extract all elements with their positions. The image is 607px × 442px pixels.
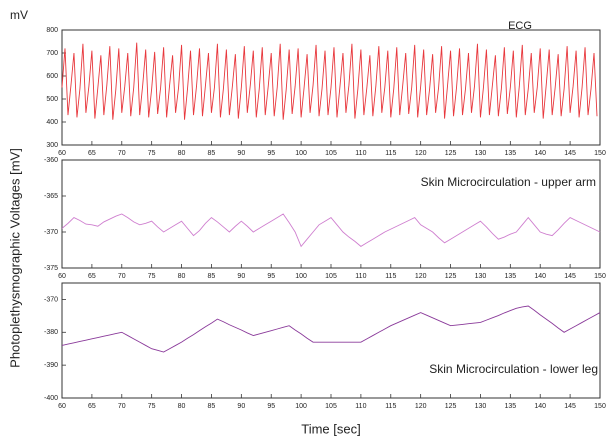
x-tick-label: 75 (148, 150, 156, 157)
y-tick-label: -365 (44, 193, 58, 200)
x-tick-label: 115 (385, 150, 396, 157)
x-tick-label: 65 (88, 403, 96, 410)
x-tick-label: 150 (594, 150, 606, 157)
x-tick-label: 135 (504, 403, 516, 410)
x-tick-label: 85 (208, 273, 216, 280)
x-tick-label: 80 (178, 150, 186, 157)
y-tick-label: 800 (46, 27, 58, 34)
signal-line (61, 42, 598, 120)
x-tick-label: 140 (534, 150, 546, 157)
x-tick-label: 115 (385, 273, 396, 280)
x-tick-label: 100 (295, 273, 307, 280)
x-tick-label: 80 (178, 403, 186, 410)
x-tick-label: 105 (325, 403, 337, 410)
y-tick-label: -360 (44, 157, 58, 164)
x-tick-label: 60 (58, 403, 66, 410)
x-tick-label: 75 (148, 273, 156, 280)
x-tick-label: 90 (237, 273, 245, 280)
signal-line (61, 305, 601, 353)
x-tick-label: 150 (594, 403, 606, 410)
panel-title: ECG (508, 20, 532, 32)
x-tick-label: 90 (237, 150, 245, 157)
y-unit-label: mV (10, 8, 28, 22)
x-tick-label: 95 (267, 403, 275, 410)
x-tick-label: 145 (564, 403, 576, 410)
y-tick-label: -375 (44, 265, 58, 272)
x-tick-label: 145 (564, 150, 576, 157)
y-tick-label: -370 (44, 296, 58, 303)
y-tick-label: 700 (46, 50, 58, 57)
y-tick-label: 300 (46, 142, 58, 149)
y-tick-label: 400 (46, 119, 58, 126)
x-tick-label: 95 (267, 150, 275, 157)
x-tick-label: 130 (475, 273, 487, 280)
x-tick-label: 105 (325, 150, 337, 157)
y-tick-label: -380 (44, 329, 58, 336)
x-tick-label: 70 (118, 403, 126, 410)
x-tick-label: 85 (208, 403, 216, 410)
x-tick-label: 125 (445, 273, 457, 280)
y-tick-label: 600 (46, 73, 58, 80)
y-axis-label: Photoplethysmographic Voltages [mV] (7, 148, 22, 368)
x-tick-label: 100 (295, 403, 307, 410)
x-tick-label: 70 (118, 150, 126, 157)
signal-line (61, 213, 601, 248)
y-tick-label: -370 (44, 229, 58, 236)
x-tick-label: 130 (475, 403, 487, 410)
panel-title: Skin Microcirculation - upper arm (421, 175, 596, 189)
x-tick-label: 80 (178, 273, 186, 280)
x-tick-label: 125 (445, 150, 457, 157)
y-tick-label: -390 (44, 362, 58, 369)
x-tick-label: 135 (504, 273, 516, 280)
x-tick-label: 120 (415, 403, 427, 410)
x-tick-label: 140 (534, 403, 546, 410)
x-tick-label: 135 (504, 150, 516, 157)
x-tick-label: 110 (355, 403, 366, 410)
x-tick-label: 120 (415, 150, 427, 157)
x-tick-label: 100 (295, 150, 307, 157)
x-tick-label: 110 (355, 150, 366, 157)
x-tick-label: 105 (325, 273, 337, 280)
x-tick-label: 150 (594, 273, 606, 280)
x-tick-label: 70 (118, 273, 126, 280)
x-tick-label: 95 (267, 273, 275, 280)
x-tick-label: 85 (208, 150, 216, 157)
panel-frame (61, 282, 601, 399)
x-tick-label: 90 (237, 403, 245, 410)
x-tick-label: 60 (58, 150, 66, 157)
x-tick-label: 115 (385, 403, 396, 410)
x-tick-label: 110 (355, 273, 366, 280)
x-tick-label: 145 (564, 273, 576, 280)
x-tick-label: 125 (445, 403, 457, 410)
x-tick-label: 65 (88, 273, 96, 280)
x-axis-label: Time [sec] (301, 421, 360, 436)
y-tick-label: 500 (46, 96, 58, 103)
x-tick-label: 130 (475, 150, 487, 157)
x-tick-label: 65 (88, 150, 96, 157)
x-tick-label: 75 (148, 403, 156, 410)
panel-title: Skin Microcirculation - lower leg (429, 362, 598, 376)
x-tick-label: 120 (415, 273, 427, 280)
x-tick-label: 140 (534, 273, 546, 280)
y-tick-label: -400 (44, 395, 58, 402)
x-tick-label: 60 (58, 273, 66, 280)
